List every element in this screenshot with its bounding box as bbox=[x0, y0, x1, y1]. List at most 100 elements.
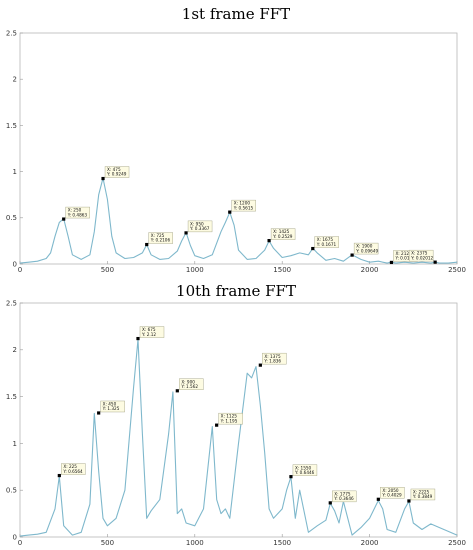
chart-title: 10th frame FFT bbox=[176, 282, 296, 300]
data-tip-x: X: 950 bbox=[190, 221, 204, 226]
data-tip-marker bbox=[175, 389, 179, 393]
data-tip-x: X: 675 bbox=[142, 327, 156, 332]
data-tip-y: Y: 0.3646 bbox=[333, 496, 354, 501]
data-tip-y: Y: 0.9249 bbox=[106, 172, 127, 177]
data-tip-x: X: 225 bbox=[63, 464, 77, 469]
x-tick-label: 2000 bbox=[361, 539, 379, 547]
data-tip-x: X: 1425 bbox=[273, 229, 290, 234]
data-tip-box bbox=[139, 326, 165, 338]
data-tip-x: X: 725 bbox=[151, 233, 165, 238]
data-tip-box bbox=[410, 488, 436, 501]
series-layer bbox=[19, 177, 458, 264]
x-tick-label: 500 bbox=[101, 266, 114, 274]
data-tip-marker bbox=[376, 497, 380, 501]
data-tip-box bbox=[408, 249, 434, 262]
y-tick-label: 1.5 bbox=[6, 122, 17, 130]
y-tick-label: 0.5 bbox=[6, 214, 17, 222]
x-tick-label: 2500 bbox=[448, 539, 466, 547]
data-tip-marker bbox=[136, 336, 140, 341]
data-tip-box bbox=[332, 490, 357, 503]
data-tip-x: X: 1900 bbox=[356, 244, 373, 249]
data-tip-box bbox=[231, 199, 256, 212]
data-tip-x: X: 2125 bbox=[395, 251, 412, 256]
data-tip-box bbox=[61, 463, 86, 475]
y-tick-label: 2.5 bbox=[6, 299, 17, 307]
x-tick-label: 500 bbox=[101, 539, 114, 547]
data-tip-y: Y: 1.562 bbox=[180, 384, 198, 389]
y-tick-label: 0 bbox=[13, 533, 17, 541]
data-tip-x: X: 1375 bbox=[264, 354, 281, 359]
data-tip-x: X: 450 bbox=[103, 402, 117, 407]
series-layer bbox=[19, 338, 458, 537]
data-tip-box bbox=[353, 242, 379, 255]
data-tip-box bbox=[65, 206, 90, 219]
data-tip-y: Y: 0.6564 bbox=[62, 469, 83, 474]
y-tick-label: 2 bbox=[13, 346, 17, 354]
data-tip-y: Y: 0.3367 bbox=[189, 226, 210, 231]
x-tick-label: 2000 bbox=[361, 266, 379, 274]
data-tip-x: X: 2375 bbox=[411, 251, 428, 256]
data-tip-y: Y: 0.02012 bbox=[410, 255, 433, 260]
data-tip-box bbox=[148, 232, 173, 244]
chart-title: 1st frame FFT bbox=[182, 5, 290, 23]
data-tip-y: Y: 1.836 bbox=[263, 358, 281, 363]
y-tick-label: 0.5 bbox=[6, 487, 17, 495]
data-tip-box bbox=[100, 400, 125, 413]
data-tip-y: Y: 0.6446 bbox=[294, 470, 315, 475]
plot-area bbox=[19, 32, 458, 265]
data-tip-y: Y: 0.4029 bbox=[381, 492, 402, 497]
data-tip-y: Y: 0.5615 bbox=[233, 205, 254, 210]
y-tick-label: 1 bbox=[13, 168, 17, 176]
data-tip-marker bbox=[328, 501, 332, 505]
data-tip-marker bbox=[145, 242, 149, 247]
data-tip-box bbox=[314, 236, 339, 248]
axis-ticks: 0 500 1000 1500 2000 2500 0 0.5 1 1.5 2 2.5 bbox=[6, 299, 466, 547]
series-line bbox=[19, 338, 458, 537]
data-tip-x: X: 1125 bbox=[221, 414, 238, 419]
data-tip-box bbox=[262, 352, 287, 365]
panel-1st-frame: 1st frame FFT 0 500 1000 1500 2000 2500 0 0.5 1 1… bbox=[6, 5, 466, 274]
data-tip-marker bbox=[215, 423, 219, 427]
data-tip-box bbox=[187, 220, 213, 233]
data-tip-x: X: 1550 bbox=[295, 465, 312, 470]
data-tip-y: Y: 1.195 bbox=[220, 418, 238, 423]
y-tick-label: 1.5 bbox=[6, 393, 17, 401]
data-tip-marker bbox=[311, 246, 315, 251]
x-tick-label: 0 bbox=[18, 266, 22, 274]
data-tip-marker bbox=[62, 217, 66, 221]
data-tip-y: Y: 1.325 bbox=[102, 406, 120, 411]
data-tip-marker bbox=[267, 239, 271, 243]
data-tip-y: Y: 0.1671 bbox=[316, 242, 337, 247]
data-tip-marker bbox=[97, 411, 101, 415]
data-tip-box bbox=[380, 487, 405, 499]
data-tip-x: X: 2225 bbox=[413, 490, 430, 495]
data-tip-box bbox=[104, 166, 130, 178]
data-tip-marker bbox=[289, 475, 293, 479]
data-tip-x: X: 1200 bbox=[234, 201, 251, 206]
y-tick-label: 0 bbox=[13, 260, 17, 268]
data-tip-marker bbox=[433, 260, 437, 264]
data-tip-box bbox=[218, 412, 243, 425]
data-tip-y: Y: 2.12 bbox=[141, 332, 156, 337]
data-tip-y: Y: 0.09649 bbox=[355, 248, 378, 253]
y-tick-label: 1 bbox=[13, 440, 17, 448]
series-line bbox=[19, 177, 458, 264]
data-tip-marker bbox=[57, 473, 61, 478]
